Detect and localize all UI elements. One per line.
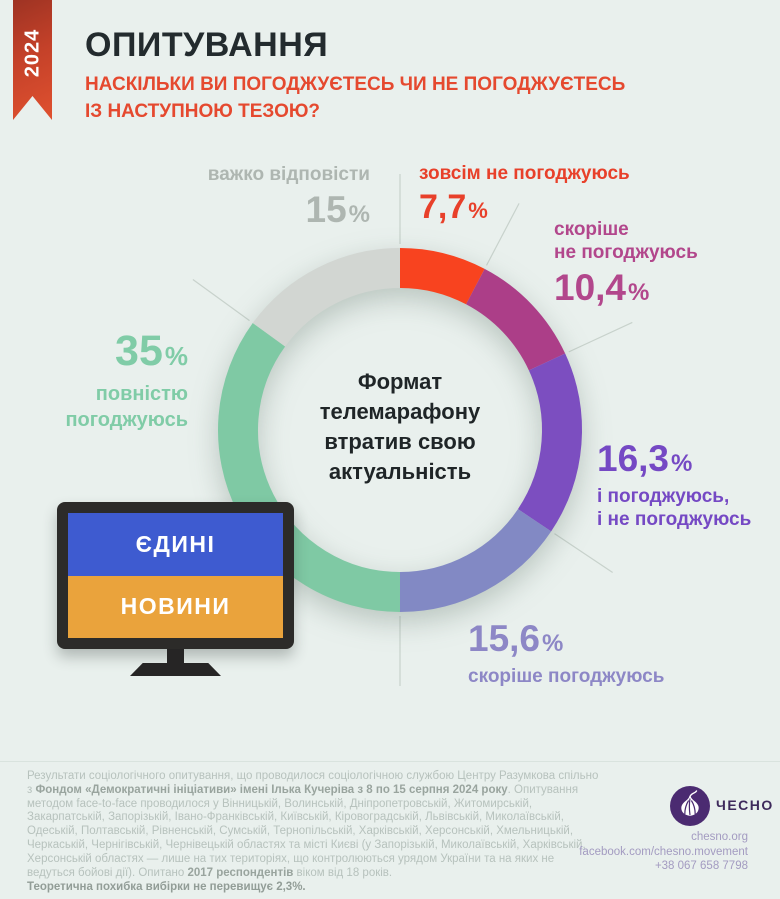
label-skorishe-ne-pohodzhuius: скоріше не погоджуюсь 10,4% (554, 218, 698, 306)
leader-line (192, 279, 250, 322)
percent-sign: % (628, 279, 650, 306)
donut-segment-i-pohodzhuius-i-ne (517, 353, 582, 532)
leader-lines (192, 174, 633, 686)
survey-question-line1: НАСКІЛЬКИ ВИ ПОГОДЖУЄТЕСЬ ЧИ НЕ ПОГОДЖУЄ… (85, 74, 626, 95)
methodology-text: Результати соціологічного опитування, що… (27, 770, 599, 796)
sampling-error-note: Теоретична похибка вибірки не перевищує … (27, 881, 306, 894)
percent-sign: % (542, 630, 564, 657)
page-title: ОПИТУВАННЯ (85, 26, 329, 64)
percent-sign: % (671, 450, 693, 477)
percent-sign: % (164, 341, 188, 371)
survey-question: НАСКІЛЬКИ ВИ ПОГОДЖУЄТЕСЬ ЧИ НЕ ПОГОДЖУЄ… (85, 71, 625, 125)
chart-center-statement: Формат телемарафону втратив свою актуаль… (285, 367, 515, 487)
center-line: втратив свою (324, 429, 476, 454)
segment-caption: повністю погоджуюсь (65, 383, 188, 431)
chesno-logo-icon (670, 786, 710, 826)
donut-segment-skorishe-ne-pohodzhuius (465, 268, 566, 371)
segment-caption: важко відповісти (207, 164, 370, 185)
percent-sign: % (348, 201, 370, 228)
website-link: chesno.org (691, 831, 748, 843)
donut-segment-vazhko-vidpovisty (252, 248, 401, 347)
tv-illustration: ЄДИНІ НОВИНИ (57, 502, 294, 649)
center-line: телемарафону (319, 399, 481, 424)
facebook-link: facebook.com/chesno.movement (579, 845, 748, 858)
tv-stand-base (130, 663, 221, 676)
segment-value: 35% (115, 327, 188, 375)
leader-line (554, 533, 613, 574)
label-povnistiu-pohodzhuius: 35% повністю погоджуюсь (65, 330, 188, 433)
tv-text-bottom: НОВИНИ (120, 593, 231, 620)
segment-caption: скоріше погоджуюсь (468, 666, 665, 687)
label-skorishe-pohodzhuius: 15,6% скоріше погоджуюсь (468, 620, 664, 688)
segment-caption: і погоджуюсь, і не погоджуюсь (597, 486, 752, 530)
tv-flag-blue-band: ЄДИНІ (68, 513, 283, 576)
donut-ring (218, 248, 582, 612)
donut-segment-skorishe-pohodzhuius (399, 508, 552, 612)
footer-divider (0, 761, 780, 762)
methodology-note: Результати соціологічного опитування, що… (27, 770, 599, 894)
segment-value: 7,7% (419, 188, 488, 226)
label-i-pohodzhuius-i-ne: 16,3% і погоджуюсь, і не погоджуюсь (597, 440, 751, 531)
tv-flag-yellow-band: НОВИНИ (68, 575, 283, 638)
segment-caption: зовсім не погоджуюсь (419, 163, 630, 184)
tv-screen: ЄДИНІ НОВИНИ (68, 513, 283, 638)
segment-caption: скоріше не погоджуюсь (554, 219, 698, 263)
segment-value: 15,6% (468, 618, 564, 659)
segment-value: 10,4% (554, 267, 650, 308)
chesno-brand-name: ЧЕСНО (716, 797, 774, 813)
contact-info: chesno.org facebook.com/chesno.movement … (579, 830, 748, 874)
segment-value: 15% (305, 189, 371, 230)
tv-text-top: ЄДИНІ (135, 530, 216, 557)
center-line: Формат (357, 369, 443, 394)
phone-number: +38 067 658 7798 (654, 860, 748, 872)
center-line: актуальність (328, 459, 472, 484)
leader-line (568, 321, 633, 353)
label-vazhko-vidpovisty: важко відповісти 15% (208, 163, 370, 228)
tv-stand-neck (167, 649, 184, 665)
label-zovsim-ne-pohodzhuius: зовсім не погоджуюсь 7,7% (419, 162, 630, 224)
leader-line (485, 203, 520, 266)
survey-question-line2: ІЗ НАСТУПНОЮ ТЕЗОЮ? (85, 101, 321, 122)
donut-segment-zovsim-ne-pohodzhuius (399, 248, 485, 305)
percent-sign: % (468, 198, 488, 223)
segment-value: 16,3% (597, 438, 693, 479)
